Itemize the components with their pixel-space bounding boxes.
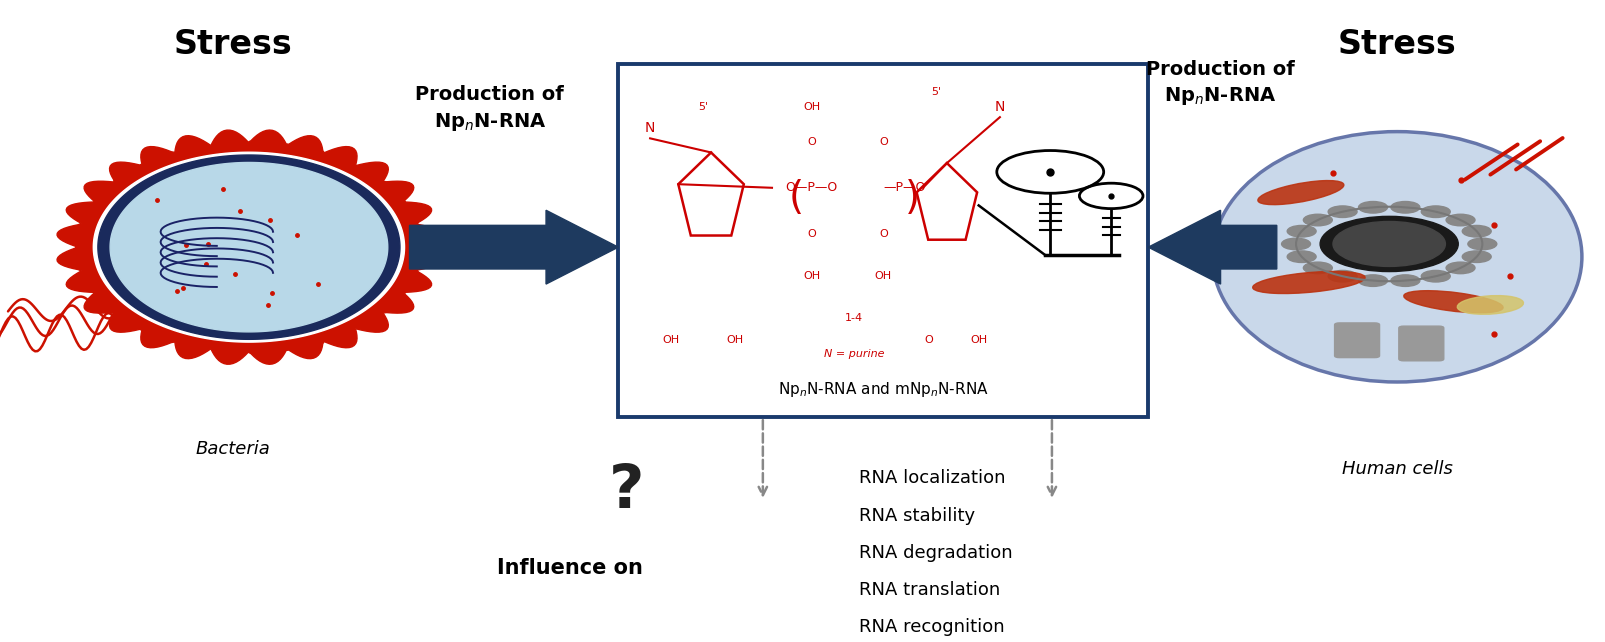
Circle shape bbox=[1358, 275, 1387, 286]
Text: Stress: Stress bbox=[173, 28, 292, 62]
Circle shape bbox=[1420, 206, 1449, 218]
Circle shape bbox=[1358, 202, 1387, 213]
Text: RNA translation: RNA translation bbox=[859, 581, 1000, 599]
Text: 5': 5' bbox=[931, 87, 941, 98]
Text: OH: OH bbox=[875, 271, 891, 281]
Text: ): ) bbox=[904, 179, 920, 218]
Text: N: N bbox=[645, 121, 655, 135]
Circle shape bbox=[1444, 214, 1473, 226]
FancyArrow shape bbox=[1148, 211, 1276, 284]
Circle shape bbox=[1420, 270, 1449, 282]
Text: Production of
Np$_n$N-RNA: Production of Np$_n$N-RNA bbox=[416, 85, 563, 133]
Circle shape bbox=[1319, 216, 1457, 272]
Text: O: O bbox=[807, 137, 815, 147]
FancyBboxPatch shape bbox=[1398, 326, 1443, 361]
Text: Influence on: Influence on bbox=[498, 558, 642, 578]
Circle shape bbox=[1303, 214, 1332, 226]
Text: OH: OH bbox=[802, 101, 820, 112]
Text: RNA stability: RNA stability bbox=[859, 507, 974, 525]
Text: O: O bbox=[878, 229, 888, 239]
Circle shape bbox=[1286, 251, 1314, 263]
Circle shape bbox=[1332, 221, 1444, 266]
Polygon shape bbox=[98, 155, 400, 340]
Polygon shape bbox=[93, 152, 404, 342]
Polygon shape bbox=[111, 162, 387, 332]
Circle shape bbox=[1303, 262, 1332, 273]
Text: 5': 5' bbox=[698, 101, 708, 112]
Ellipse shape bbox=[1403, 291, 1502, 313]
Text: OH: OH bbox=[969, 334, 987, 345]
Text: N: N bbox=[993, 100, 1005, 114]
Text: RNA recognition: RNA recognition bbox=[859, 618, 1005, 636]
Text: N = purine: N = purine bbox=[823, 349, 884, 359]
Text: 1-4: 1-4 bbox=[844, 313, 862, 324]
Text: Human cells: Human cells bbox=[1340, 460, 1453, 478]
Text: (: ( bbox=[788, 179, 802, 218]
Circle shape bbox=[1462, 251, 1491, 263]
Ellipse shape bbox=[1252, 272, 1364, 293]
Text: O: O bbox=[878, 137, 888, 147]
Text: OH: OH bbox=[725, 334, 743, 345]
Circle shape bbox=[1281, 238, 1310, 250]
Ellipse shape bbox=[1212, 132, 1581, 382]
FancyBboxPatch shape bbox=[1334, 323, 1379, 358]
Polygon shape bbox=[58, 130, 440, 364]
Ellipse shape bbox=[1456, 295, 1523, 315]
Text: Stress: Stress bbox=[1337, 28, 1456, 62]
FancyBboxPatch shape bbox=[618, 64, 1148, 417]
FancyArrow shape bbox=[409, 211, 618, 284]
Circle shape bbox=[1327, 206, 1356, 218]
Text: O: O bbox=[923, 334, 933, 345]
Circle shape bbox=[1286, 225, 1314, 237]
Text: Production of
Np$_n$N-RNA: Production of Np$_n$N-RNA bbox=[1146, 60, 1294, 107]
Circle shape bbox=[1390, 202, 1419, 213]
Text: ?: ? bbox=[608, 462, 644, 521]
Circle shape bbox=[1444, 262, 1473, 273]
Text: Bacteria: Bacteria bbox=[196, 440, 270, 458]
Text: OH: OH bbox=[802, 271, 820, 281]
Circle shape bbox=[1467, 238, 1496, 250]
Text: O: O bbox=[807, 229, 815, 239]
Circle shape bbox=[1390, 275, 1419, 286]
Text: Np$_n$N-RNA and mNp$_n$N-RNA: Np$_n$N-RNA and mNp$_n$N-RNA bbox=[777, 379, 989, 399]
Text: RNA degradation: RNA degradation bbox=[859, 544, 1013, 562]
Circle shape bbox=[1327, 270, 1356, 282]
Text: RNA localization: RNA localization bbox=[859, 469, 1005, 487]
Text: OH: OH bbox=[663, 334, 679, 345]
Text: O—P—O: O—P—O bbox=[785, 181, 838, 195]
Circle shape bbox=[1462, 225, 1491, 237]
Text: —P—O: —P—O bbox=[883, 181, 924, 195]
Ellipse shape bbox=[1257, 180, 1343, 205]
